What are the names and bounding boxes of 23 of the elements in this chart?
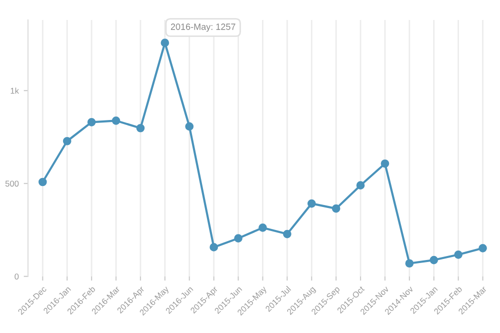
point <box>478 244 487 252</box>
point <box>430 256 438 264</box>
point <box>283 230 292 238</box>
annotation: 2016-May: 1257 <box>170 24 236 32</box>
point <box>307 199 316 208</box>
point <box>454 250 462 259</box>
point <box>332 204 340 213</box>
point <box>356 181 365 190</box>
point <box>405 259 414 268</box>
y-tick-label: 500 <box>5 180 19 187</box>
point <box>87 118 96 126</box>
point <box>258 224 267 232</box>
point <box>185 122 194 131</box>
point <box>160 38 170 47</box>
point <box>136 124 145 132</box>
point <box>210 243 218 252</box>
y-tick-label: 0 <box>14 274 19 280</box>
point <box>112 116 120 125</box>
point <box>62 136 72 146</box>
y-tick-label: 1k <box>10 88 19 94</box>
point <box>234 234 242 242</box>
point <box>380 159 390 168</box>
point <box>38 178 47 186</box>
